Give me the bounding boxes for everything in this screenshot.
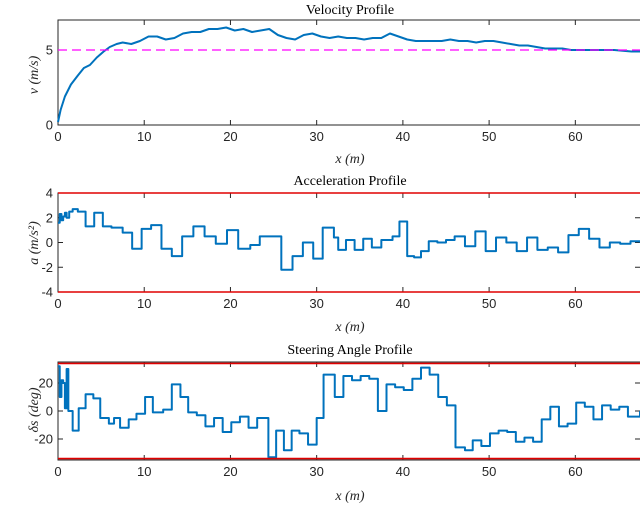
velocity-y-axis-label: v (m/s) bbox=[27, 55, 42, 94]
steering-x-tick-label: 60 bbox=[568, 464, 582, 479]
acceleration-x-tick-label: 20 bbox=[223, 296, 237, 311]
acceleration-x-tick-label: 0 bbox=[54, 296, 61, 311]
velocity-data-line bbox=[57, 26, 640, 123]
velocity-x-tick-label: 0 bbox=[54, 129, 61, 144]
acceleration-y-tick-label: 2 bbox=[46, 210, 53, 225]
velocity-axes-box bbox=[57, 19, 640, 126]
velocity-x-tick-label: 40 bbox=[396, 129, 410, 144]
acceleration-x-tick-label: 10 bbox=[137, 296, 151, 311]
acceleration-profile-chart: Acceleration Profile x (m) a (m/s²) 0 10 2… bbox=[27, 174, 640, 335]
acceleration-data-line bbox=[58, 208, 640, 271]
steering-x-axis-label: x (m) bbox=[334, 489, 364, 504]
velocity-y-tick-label: 5 bbox=[46, 43, 53, 58]
acceleration-y-tick-label: -2 bbox=[41, 260, 53, 275]
velocity-plot-area: 0 10 20 30 40 50 60 0 5 bbox=[46, 19, 640, 144]
velocity-x-tick-label: 60 bbox=[568, 129, 582, 144]
steering-plot-area: 0 10 20 30 40 50 60 -20 0 20 bbox=[34, 361, 640, 479]
acceleration-y-tick-label: 0 bbox=[46, 235, 53, 250]
acceleration-axes-box bbox=[57, 192, 640, 293]
steering-x-tick-label: 30 bbox=[309, 464, 323, 479]
steering-data-line bbox=[58, 365, 640, 459]
velocity-profile-chart: Velocity Profile x (m) v (m/s) 0 10 20 30 40… bbox=[27, 3, 640, 167]
velocity-chart-title: Velocity Profile bbox=[306, 3, 394, 18]
steering-x-tick-label: 40 bbox=[396, 464, 410, 479]
steering-y-tick-label: -20 bbox=[34, 432, 53, 447]
velocity-x-tick-label: 50 bbox=[482, 129, 496, 144]
acceleration-chart-title: Acceleration Profile bbox=[293, 174, 406, 189]
acceleration-y-tick-label: -4 bbox=[41, 285, 53, 300]
acceleration-x-tick-label: 50 bbox=[482, 296, 496, 311]
velocity-x-tick-label: 30 bbox=[309, 129, 323, 144]
steering-x-tick-label: 10 bbox=[137, 464, 151, 479]
steering-x-tick-label: 50 bbox=[482, 464, 496, 479]
steering-y-tick-label: 0 bbox=[46, 404, 53, 419]
acceleration-x-tick-label: 30 bbox=[309, 296, 323, 311]
velocity-x-axis-label: x (m) bbox=[334, 152, 364, 167]
velocity-x-tick-label: 10 bbox=[137, 129, 151, 144]
velocity-x-tick-label: 20 bbox=[223, 129, 237, 144]
acceleration-plot-area: 0 10 20 30 40 50 60 -4 -2 0 2 4 bbox=[41, 186, 640, 311]
acceleration-x-tick-label: 60 bbox=[568, 296, 582, 311]
acceleration-x-tick-label: 40 bbox=[396, 296, 410, 311]
steering-x-tick-label: 20 bbox=[223, 464, 237, 479]
velocity-y-tick-label: 0 bbox=[46, 118, 53, 133]
acceleration-y-tick-label: 4 bbox=[46, 186, 53, 201]
steering-chart-title: Steering Angle Profile bbox=[287, 343, 412, 358]
acceleration-x-axis-label: x (m) bbox=[334, 320, 364, 335]
acceleration-y-axis-label: a (m/s²) bbox=[27, 221, 42, 265]
steering-y-tick-label: 20 bbox=[39, 376, 53, 391]
steering-x-tick-label: 0 bbox=[54, 464, 61, 479]
steering-angle-profile-chart: Steering Angle Profile x (m) δs (deg) 0 1… bbox=[27, 343, 640, 504]
steering-y-axis-label: δs (deg) bbox=[27, 387, 42, 432]
